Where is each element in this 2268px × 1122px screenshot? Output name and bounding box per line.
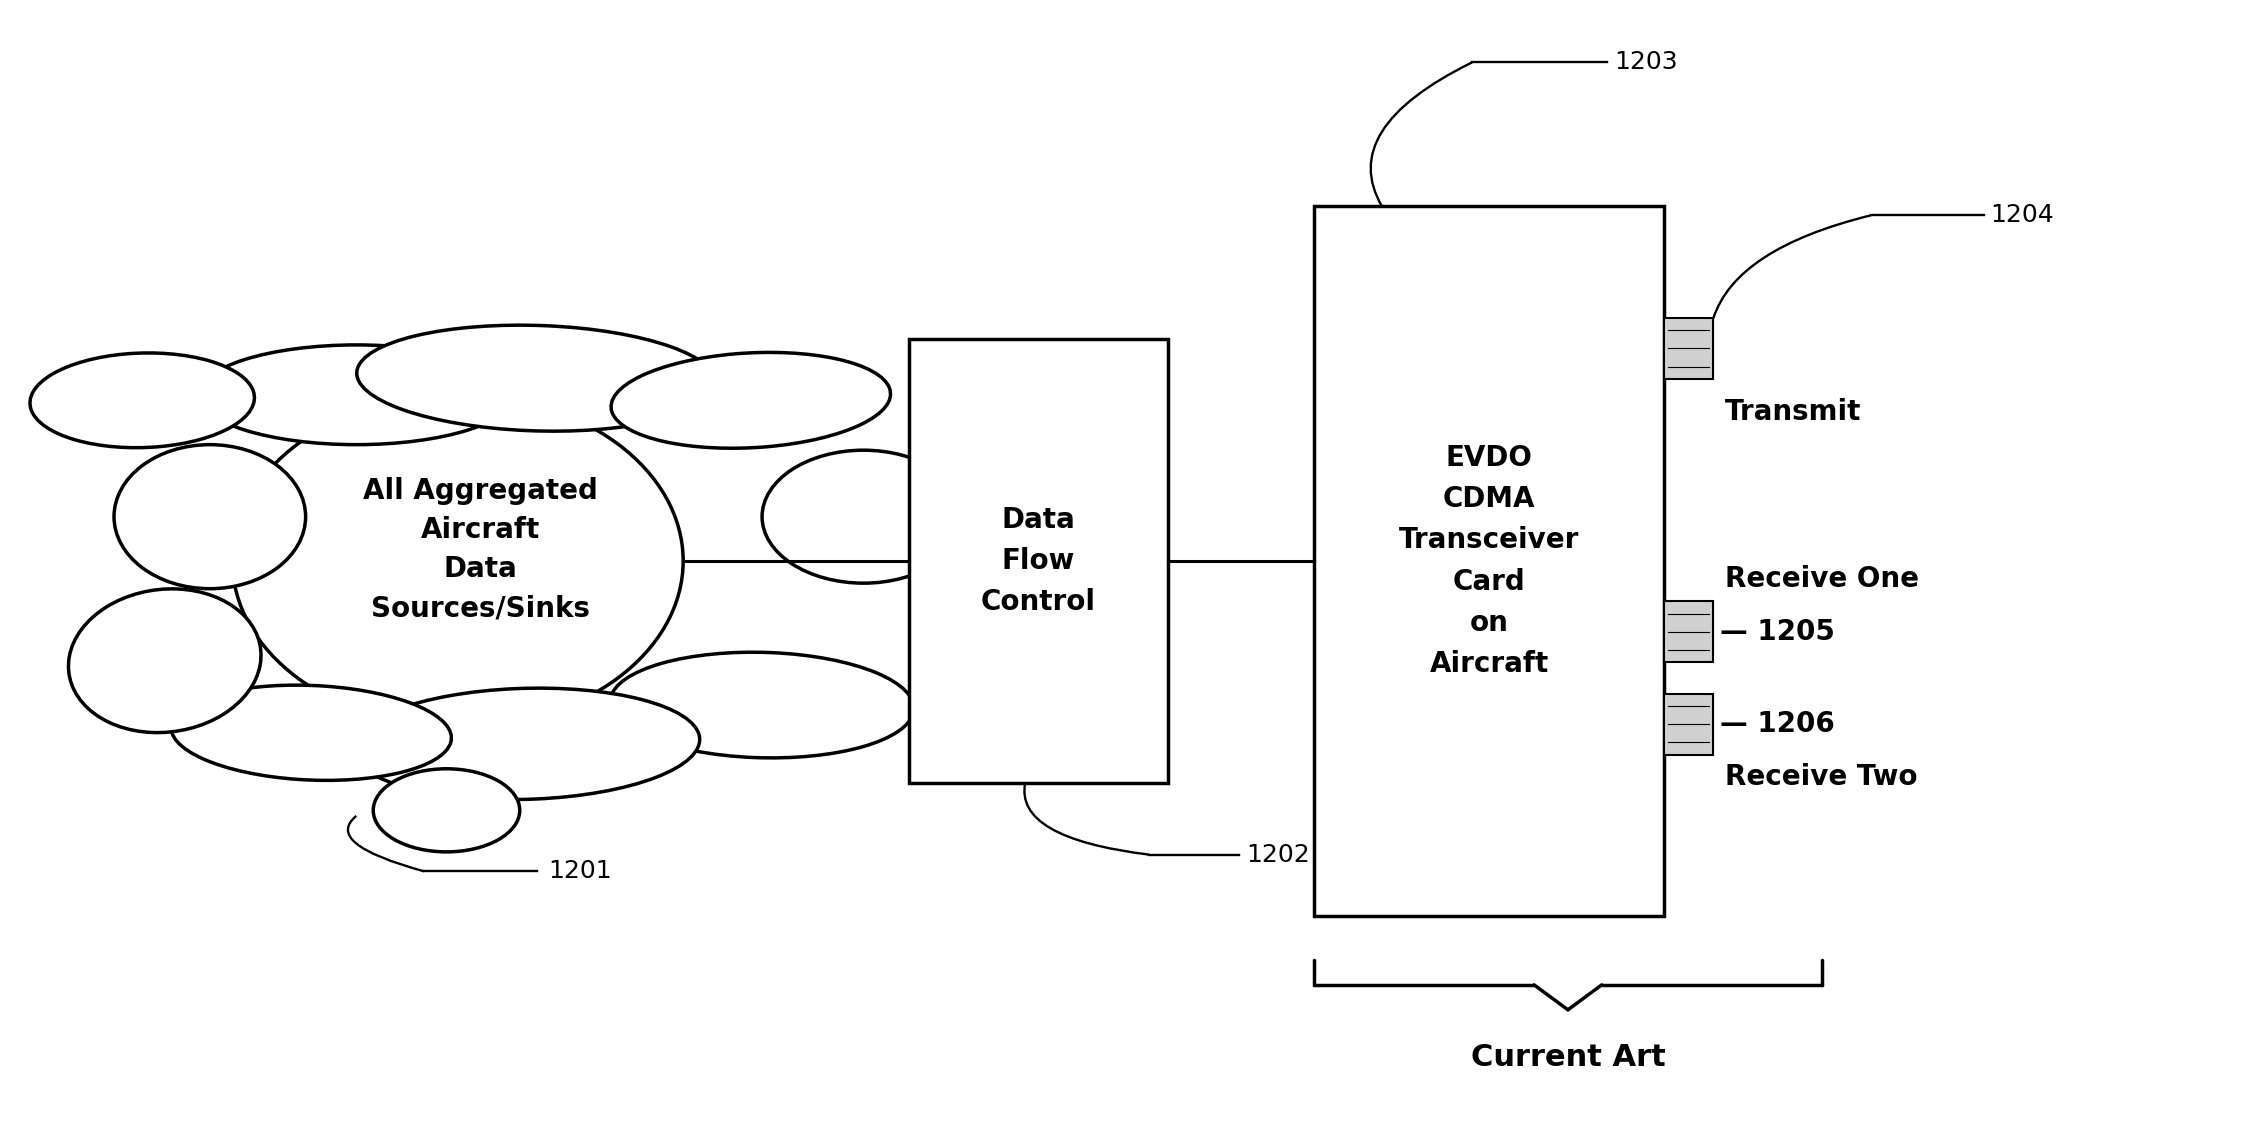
Ellipse shape: [352, 688, 701, 800]
Text: EVDO
CDMA
Transceiver
Card
on
Aircraft: EVDO CDMA Transceiver Card on Aircraft: [1399, 444, 1579, 678]
Text: Data
Flow
Control: Data Flow Control: [980, 506, 1095, 616]
Bar: [1665, 693, 1712, 755]
Text: 1203: 1203: [1615, 50, 1678, 74]
Bar: [909, 339, 1168, 783]
Bar: [1665, 601, 1712, 662]
Text: Receive One: Receive One: [1724, 565, 1919, 594]
Ellipse shape: [374, 769, 519, 852]
Text: — 1206: — 1206: [1719, 710, 1835, 738]
Text: All Aggregated
Aircraft
Data
Sources/Sinks: All Aggregated Aircraft Data Sources/Sin…: [363, 478, 599, 623]
Text: Transmit: Transmit: [1724, 398, 1862, 426]
Ellipse shape: [68, 589, 261, 733]
Text: 1201: 1201: [549, 859, 612, 883]
Text: — 1205: — 1205: [1719, 618, 1835, 646]
Ellipse shape: [610, 352, 891, 448]
Bar: [1665, 318, 1712, 379]
Ellipse shape: [29, 353, 254, 448]
Ellipse shape: [610, 652, 914, 757]
Text: 1204: 1204: [1991, 203, 2055, 228]
Ellipse shape: [170, 686, 451, 781]
Text: 1202: 1202: [1245, 843, 1311, 866]
Ellipse shape: [762, 450, 964, 583]
Text: Current Art: Current Art: [1470, 1043, 1665, 1072]
Ellipse shape: [356, 325, 717, 431]
Ellipse shape: [231, 395, 683, 727]
Ellipse shape: [200, 344, 515, 444]
Bar: [1315, 206, 1665, 916]
Text: Receive Two: Receive Two: [1724, 763, 1916, 791]
Ellipse shape: [113, 444, 306, 589]
